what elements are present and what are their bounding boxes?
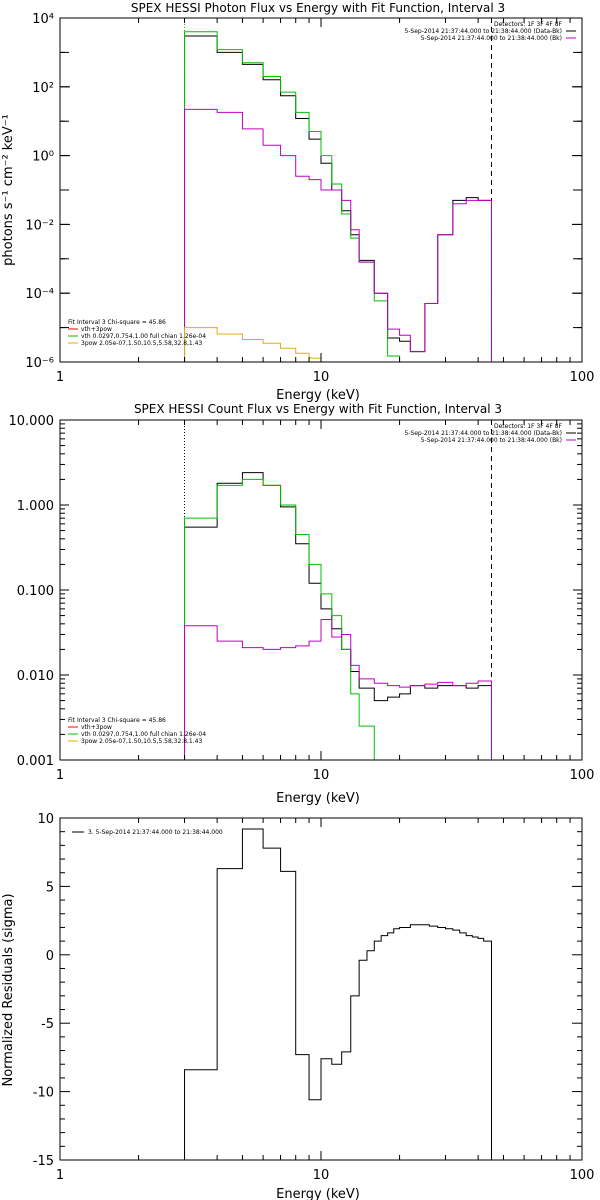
x-tick-label: 1 bbox=[56, 1168, 64, 1183]
residuals-ylabel: Normalized Residuals (sigma) bbox=[1, 893, 16, 1086]
photon-flux-plot-frame bbox=[59, 17, 583, 363]
count-flux-plot-frame bbox=[59, 419, 583, 761]
y-tick-label: 0.010 bbox=[17, 669, 54, 684]
count-flux-panel: SPEX HESSI Count Flux vs Energy with Fit… bbox=[9, 402, 595, 806]
y-tick-label: -10 bbox=[33, 1086, 54, 1101]
series-line-0 bbox=[184, 828, 492, 1160]
x-tick-label: 1 bbox=[56, 370, 64, 385]
series-line-1 bbox=[184, 478, 492, 760]
legend-top-entry: 5-Sep-2014 21:37:44.000 to 21:38:44.000 … bbox=[404, 430, 562, 437]
y-tick-label: 1.000 bbox=[17, 499, 54, 514]
x-tick-label: 10 bbox=[313, 370, 330, 385]
x-tick-label: 100 bbox=[570, 768, 595, 783]
residuals-xlabel: Energy (keV) bbox=[276, 1187, 360, 1200]
y-tick-label: 10.000 bbox=[9, 414, 55, 429]
y-tick-label: 0.001 bbox=[17, 754, 54, 769]
series-line-0 bbox=[184, 472, 492, 760]
series-line-2 bbox=[184, 618, 492, 760]
legend-bottom-entry: vth+3pow bbox=[81, 326, 112, 333]
legend-entry: 3. 5-Sep-2014 21:37:44.000 to 21:38:44.0… bbox=[88, 829, 223, 836]
legend-top-entry: Detectors: 1F 3F 4F 8F bbox=[494, 21, 563, 28]
y-tick-label: -5 bbox=[41, 1017, 54, 1032]
x-tick-label: 100 bbox=[570, 1168, 595, 1183]
series-line-0 bbox=[184, 35, 492, 362]
residuals-plot-frame bbox=[59, 817, 583, 1161]
residuals-panel: 1 10 100 10 5 0 -5 -10 -15 Energy (keV) Normaliz… bbox=[1, 812, 594, 1200]
y-tick-label: 10⁻⁴ bbox=[25, 287, 54, 302]
legend-bottom-entry: Fit Interval 3 Chi-square = 45.86 bbox=[68, 717, 166, 724]
legend-top-entry: 5-Sep-2014 21:37:44.000 to 21:38:44.000 … bbox=[421, 437, 562, 444]
y-tick-label: -15 bbox=[33, 1154, 54, 1169]
photon-flux-panel: SPEX HESSI Photon Flux vs Energy with Fi… bbox=[1, 1, 594, 403]
legend-bottom-entry: 3pow 2.05e-07,1.50,10.5,5.58,32.8,1.43 bbox=[81, 340, 202, 347]
legend-bottom-entry: vth+3pow bbox=[81, 724, 112, 731]
legend-bottom-entry: vth 0.0297,0.754,1.00 full chian 1.26e-0… bbox=[81, 333, 206, 340]
photon-flux-title: SPEX HESSI Photon Flux vs Energy with Fi… bbox=[131, 1, 505, 15]
y-tick-label: 10 bbox=[37, 812, 54, 827]
x-tick-label: 10 bbox=[313, 1168, 330, 1183]
y-tick-label: 10⁰ bbox=[32, 150, 54, 165]
legend-bottom-entry: Fit Interval 3 Chi-square = 45.86 bbox=[68, 319, 166, 326]
count-flux-xlabel: Energy (keV) bbox=[276, 791, 360, 806]
series-line-2 bbox=[184, 108, 492, 362]
x-tick-label: 100 bbox=[570, 370, 595, 385]
count-flux-title: SPEX HESSI Count Flux vs Energy with Fit… bbox=[134, 402, 502, 416]
series-line-3 bbox=[184, 327, 492, 362]
y-tick-label: 10⁻⁶ bbox=[25, 356, 54, 371]
y-tick-label: 5 bbox=[46, 880, 54, 895]
y-tick-label: 0 bbox=[46, 949, 54, 964]
photon-flux-ylabel: photons s⁻¹ cm⁻² keV⁻¹ bbox=[1, 114, 16, 266]
y-tick-label: 10⁴ bbox=[32, 12, 54, 27]
x-tick-label: 1 bbox=[56, 768, 64, 783]
legend-top-entry: 5-Sep-2014 21:37:44.000 to 21:38:44.000 … bbox=[421, 35, 562, 42]
legend-top-entry: 5-Sep-2014 21:37:44.000 to 21:38:44.000 … bbox=[404, 28, 562, 35]
legend-bottom-entry: 3pow 2.05e-07,1.50,10.5,5.58,32.8,1.43 bbox=[81, 738, 202, 745]
legend-bottom-entry: vth 0.0297,0.754,1.00 full chian 1.26e-0… bbox=[81, 731, 206, 738]
y-tick-label: 10⁻² bbox=[25, 218, 54, 233]
x-tick-label: 10 bbox=[313, 768, 330, 783]
photon-flux-xlabel: Energy (keV) bbox=[276, 388, 360, 403]
series-line-1 bbox=[184, 31, 492, 362]
legend-top-entry: Detectors: 1F 3F 4F 8F bbox=[494, 423, 563, 430]
y-tick-label: 10² bbox=[32, 81, 54, 96]
y-tick-label: 0.100 bbox=[17, 584, 54, 599]
